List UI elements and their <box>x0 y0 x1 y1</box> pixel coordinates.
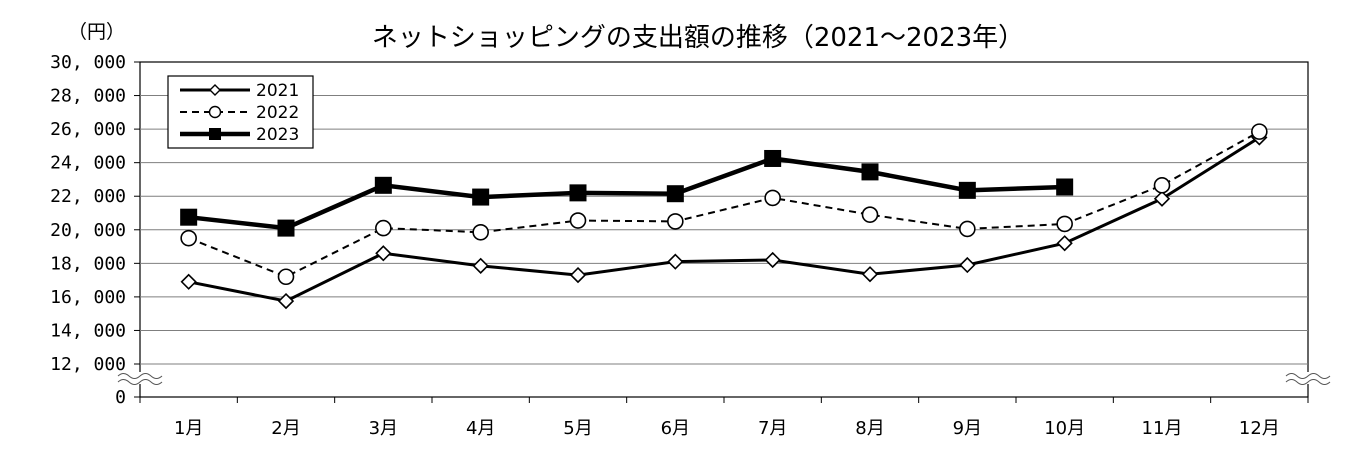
axis-break-left <box>117 372 163 385</box>
series-line-2021 <box>188 136 1261 303</box>
data-point-diamond <box>959 256 976 274</box>
x-tick-label: 6月 <box>661 418 690 439</box>
data-point-square <box>472 188 490 206</box>
data-point-diamond <box>861 266 879 283</box>
x-tick-label: 1月 <box>174 418 203 439</box>
data-point-diamond <box>667 253 684 270</box>
y-tick-label: 26, 000 <box>50 119 126 140</box>
series-2023 <box>180 149 1074 237</box>
chart-title: ネットショッピングの支出額の推移（2021～2023年） <box>372 23 1024 53</box>
data-point-diamond <box>764 251 781 269</box>
data-point-diamond <box>1153 190 1171 207</box>
series-line-2023 <box>188 156 1065 231</box>
data-point-square <box>958 181 976 199</box>
series-line-2022 <box>188 130 1260 278</box>
data-point-square <box>180 208 198 226</box>
data-point-diamond <box>569 266 587 284</box>
axis-break-mask <box>1286 372 1330 384</box>
axis-break-marks <box>117 372 1331 385</box>
x-tick-label: 5月 <box>563 418 592 439</box>
y-tick-label: 24, 000 <box>50 153 126 174</box>
data-point-square <box>764 149 782 167</box>
y-tick-label: 12, 000 <box>50 354 126 375</box>
series-2022 <box>180 123 1268 286</box>
x-tick-label: 11月 <box>1142 418 1183 439</box>
data-point-diamond <box>1056 235 1073 252</box>
legend-marker-circle <box>208 105 222 119</box>
data-point-diamond <box>277 292 295 310</box>
x-axis-ticks: 1月 2月 3月 4月 5月 6月 7月 8月 9月 10月 11月 12月 <box>139 397 1309 439</box>
x-tick-label: 9月 <box>953 418 982 439</box>
legend-item-2023: 2023 <box>180 125 299 145</box>
y-tick-label: 20, 000 <box>50 220 126 241</box>
legend-marker-diamond <box>209 84 221 96</box>
data-point-circle <box>277 268 295 286</box>
data-point-circle <box>667 213 684 230</box>
y-tick-label: 16, 000 <box>50 287 126 308</box>
data-point-square <box>861 163 879 181</box>
data-point-square <box>666 185 684 203</box>
x-tick-label: 3月 <box>369 418 398 439</box>
data-point-circle <box>375 219 392 237</box>
y-tick-label: 22, 000 <box>50 186 126 207</box>
y-tick-label: 18, 000 <box>50 253 126 274</box>
y-tick-label: 0 <box>115 387 126 408</box>
data-point-circle <box>472 223 489 241</box>
axis-break-mask <box>118 372 162 384</box>
y-axis-ticks: 0 12, 000 14, 000 16, 000 18, 000 20, 000 22, … <box>50 52 140 408</box>
data-point-diamond <box>375 245 392 262</box>
x-tick-label: 8月 <box>855 418 884 439</box>
data-point-square <box>277 219 295 237</box>
legend-item-2022: 2022 <box>180 103 299 123</box>
x-tick-label: 12月 <box>1239 418 1280 439</box>
legend-marker-square <box>209 128 221 140</box>
data-point-circle <box>861 206 879 223</box>
data-point-diamond <box>180 273 197 290</box>
data-point-square <box>569 184 587 202</box>
data-point-circle <box>180 229 197 247</box>
legend-item-2021: 2021 <box>180 81 299 101</box>
x-tick-label: 10月 <box>1044 418 1085 439</box>
axis-break-wave <box>117 373 163 379</box>
data-point-square <box>1056 178 1074 196</box>
axis-break-right <box>1285 372 1331 385</box>
data-point-circle <box>569 212 587 229</box>
series-lines <box>180 123 1268 310</box>
y-tick-label: 28, 000 <box>50 86 126 107</box>
grid-lines <box>139 61 1309 398</box>
axis-break-wave <box>117 379 163 385</box>
data-point-circle <box>764 189 781 207</box>
data-point-circle <box>1153 177 1171 194</box>
x-tick-label: 2月 <box>271 418 300 439</box>
data-point-square <box>374 176 392 194</box>
data-point-diamond <box>472 257 489 274</box>
legend-label: 2021 <box>256 81 299 101</box>
y-tick-label: 30, 000 <box>50 52 126 73</box>
y-tick-label: 14, 000 <box>50 320 126 341</box>
x-tick-label: 4月 <box>466 418 495 439</box>
data-point-circle <box>1056 215 1073 233</box>
y-axis-unit-label: （円） <box>68 21 125 43</box>
axis-break-wave <box>1285 379 1331 385</box>
x-tick-label: 7月 <box>758 418 787 439</box>
legend-label: 2023 <box>256 125 299 145</box>
data-point-circle <box>1251 123 1268 140</box>
legend-label: 2022 <box>256 103 299 123</box>
axis-break-wave <box>1285 373 1331 379</box>
series-2021 <box>180 129 1268 310</box>
data-point-circle <box>959 220 976 238</box>
